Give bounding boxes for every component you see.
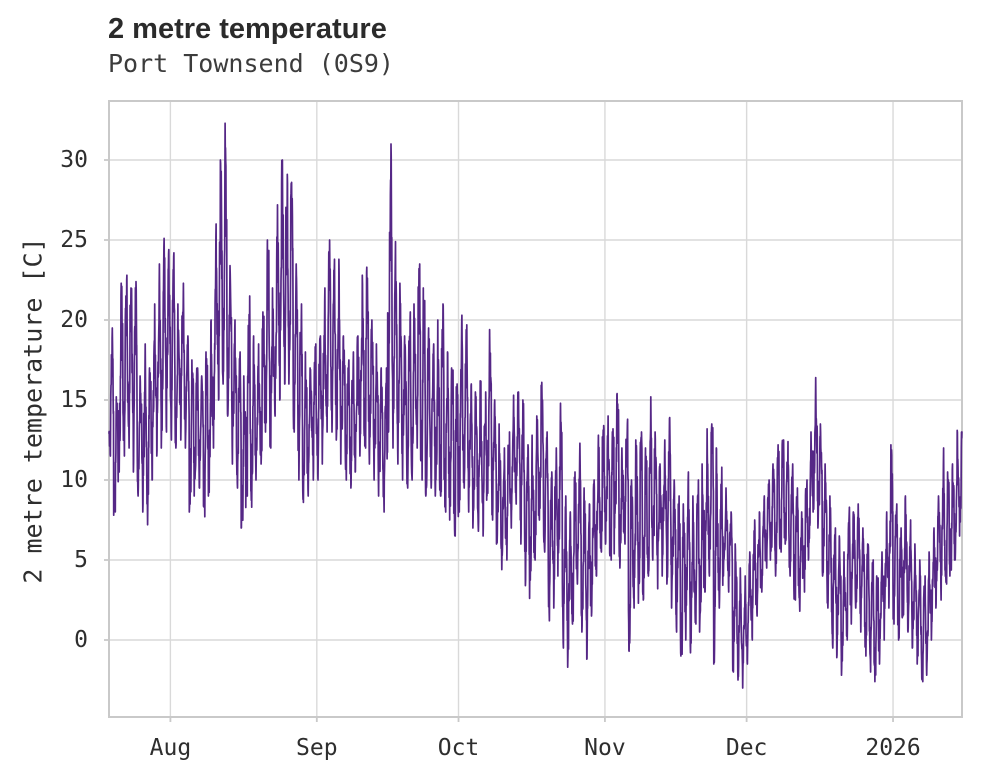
y-tick-label: 10 <box>60 467 88 493</box>
plot-border <box>108 100 963 718</box>
chart-subtitle: Port Townsend (0S9) <box>108 49 394 78</box>
x-tick-label: Sep <box>296 735 338 761</box>
y-tick-label: 5 <box>74 547 88 573</box>
chart-title: 2 metre temperature <box>108 13 387 45</box>
x-tick-labels: Aug Sep Oct Nov Dec 2026 <box>150 735 921 761</box>
y-tick-label: 20 <box>60 307 88 333</box>
x-tick-label: Aug <box>150 735 192 761</box>
x-tick-label: Oct <box>438 735 480 761</box>
y-tick-labels: 0 5 10 15 20 25 30 <box>60 147 88 653</box>
y-axis-label: 2 metre temperature [C] <box>18 237 48 584</box>
x-tick-label: 2026 <box>865 735 920 761</box>
y-tick-label: 25 <box>60 227 88 253</box>
y-tick-label: 30 <box>60 147 88 173</box>
y-tick-label: 15 <box>60 387 88 413</box>
x-tick-label: Nov <box>584 735 626 761</box>
x-tick-label: Dec <box>726 735 768 761</box>
temperature-line <box>108 122 963 689</box>
y-tick-label: 0 <box>74 627 88 653</box>
